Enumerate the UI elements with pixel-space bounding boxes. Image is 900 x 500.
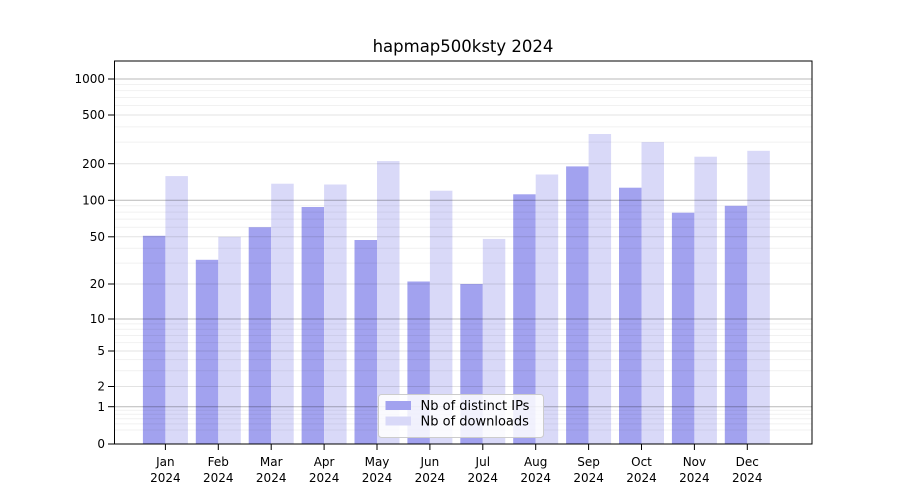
y-tick-label: 1000 bbox=[74, 72, 105, 86]
bar-distinct-ips-feb bbox=[195, 259, 219, 444]
x-tick-label-year: 2024 bbox=[626, 471, 657, 485]
bar-downloads-jul bbox=[482, 238, 506, 444]
y-tick-label: 100 bbox=[82, 194, 105, 208]
y-tick-label: 5 bbox=[97, 344, 105, 358]
x-tick-label-year: 2024 bbox=[468, 471, 499, 485]
x-tick-label-month: Aug bbox=[524, 455, 547, 469]
bar-downloads-feb bbox=[218, 236, 241, 444]
x-tick-label-month: Apr bbox=[314, 455, 335, 469]
y-tick-label: 500 bbox=[82, 108, 105, 122]
x-tick-label-year: 2024 bbox=[256, 471, 287, 485]
x-tick-label-month: Dec bbox=[736, 455, 759, 469]
bar-distinct-ips-nov bbox=[671, 212, 695, 444]
x-tick-label-year: 2024 bbox=[203, 471, 234, 485]
x-tick-label-year: 2024 bbox=[150, 471, 181, 485]
bar-distinct-ips-sep bbox=[566, 166, 589, 444]
y-axis-ticks-group: 0 1 2 5 10 20 50 100 200 500 1000 bbox=[74, 72, 115, 451]
bar-downloads-oct bbox=[641, 142, 664, 444]
x-tick-label-year: 2024 bbox=[520, 471, 551, 485]
x-tick-label-month: Jul bbox=[475, 455, 490, 469]
legend-label-downloads: Nb of downloads bbox=[421, 415, 530, 430]
y-tick-label: 20 bbox=[90, 277, 105, 291]
legend-box bbox=[378, 394, 544, 438]
y-tick-label: 1 bbox=[97, 400, 105, 414]
bar-distinct-ips-may bbox=[354, 240, 377, 444]
legend-swatch-distinct-ips bbox=[385, 401, 411, 410]
x-tick-label-year: 2024 bbox=[309, 471, 340, 485]
y-tick-label: 200 bbox=[82, 157, 105, 171]
y-tick-label: 10 bbox=[90, 312, 105, 326]
bar-distinct-ips-oct bbox=[619, 187, 642, 444]
y-tick-label: 2 bbox=[97, 380, 105, 394]
x-tick-label-month: Mar bbox=[260, 455, 283, 469]
y-tick-label: 50 bbox=[90, 230, 105, 244]
x-tick-label-month: Jun bbox=[420, 455, 440, 469]
x-tick-label-year: 2024 bbox=[415, 471, 446, 485]
x-tick-label-month: Oct bbox=[631, 455, 652, 469]
bar-downloads-dec bbox=[747, 150, 770, 445]
x-tick-label-year: 2024 bbox=[573, 471, 604, 485]
bar-distinct-ips-apr bbox=[301, 207, 325, 444]
plot-frame bbox=[114, 60, 813, 445]
x-axis-ticks-group: Jan 2024 Feb 2024 Mar 2024 Apr 2024 May 2024 Jun 20… bbox=[150, 444, 763, 485]
x-tick-label-month: Feb bbox=[208, 455, 229, 469]
legend-label-distinct-ips: Nb of distinct IPs bbox=[421, 399, 530, 414]
bar-downloads-jun bbox=[429, 190, 453, 444]
legend: Nb of distinct IPs Nb of downloads bbox=[378, 394, 544, 438]
bar-downloads-sep bbox=[588, 134, 612, 444]
bar-downloads-mar bbox=[271, 183, 294, 444]
x-tick-label-month: Sep bbox=[577, 455, 600, 469]
x-tick-label-month: Nov bbox=[683, 455, 706, 469]
x-tick-label-year: 2024 bbox=[732, 471, 763, 485]
bar-downloads-aug bbox=[535, 174, 559, 444]
bar-distinct-ips-aug bbox=[513, 194, 536, 444]
bar-downloads-may bbox=[377, 161, 400, 444]
bar-distinct-ips-dec bbox=[724, 205, 748, 444]
bar-downloads-jan bbox=[165, 176, 188, 444]
bars-group bbox=[142, 134, 770, 445]
bar-distinct-ips-jan bbox=[142, 235, 166, 444]
gridlines-group bbox=[114, 78, 812, 431]
x-tick-label-month: May bbox=[365, 455, 390, 469]
x-tick-label-year: 2024 bbox=[679, 471, 710, 485]
y-tick-label: 0 bbox=[97, 437, 105, 451]
bar-downloads-apr bbox=[324, 184, 347, 444]
bar-downloads-nov bbox=[694, 156, 717, 444]
bar-distinct-ips-mar bbox=[248, 227, 272, 444]
legend-swatch-downloads bbox=[385, 416, 411, 426]
chart-title: hapmap500ksty 2024 bbox=[373, 37, 554, 56]
x-tick-label-year: 2024 bbox=[362, 471, 393, 485]
x-tick-label-month: Jan bbox=[155, 455, 175, 469]
